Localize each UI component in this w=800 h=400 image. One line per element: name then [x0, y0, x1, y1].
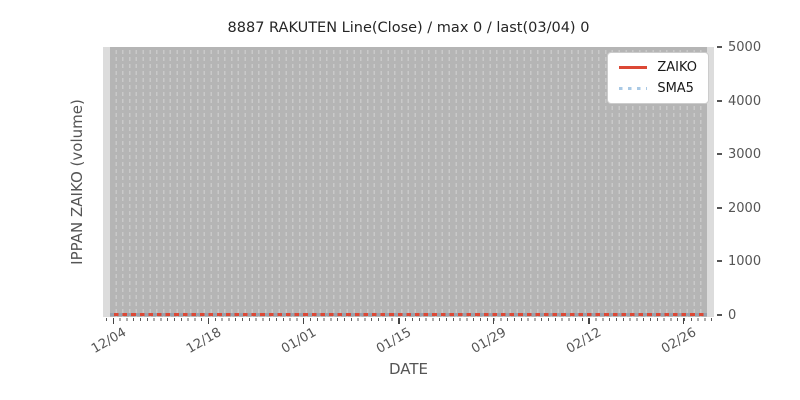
- x-tick-label: 01/29: [468, 325, 509, 357]
- y-tick-mark: [717, 206, 722, 209]
- y-tick-label: 3000: [728, 147, 762, 163]
- y-tick-mark: [717, 153, 722, 156]
- x-tick-label: 01/01: [278, 325, 319, 357]
- x-tick-label: 12/18: [184, 325, 225, 357]
- legend-item-sma5: SMA5: [619, 82, 697, 95]
- x-major-tick-mark: [302, 318, 305, 324]
- x-major-tick-mark: [208, 318, 210, 324]
- x-major-tick-mark: [682, 318, 685, 324]
- x-axis-minor-ticks: [103, 318, 714, 321]
- x-major-tick-mark: [588, 318, 590, 324]
- legend-item-zaiko: ZAIKO: [619, 61, 697, 74]
- x-tick-label: 01/15: [374, 325, 415, 357]
- y-tick-label: 1000: [728, 254, 762, 270]
- x-major-tick-mark: [398, 318, 400, 324]
- y-tick-label: 2000: [728, 200, 762, 216]
- zaiko-line-sample-icon: [619, 66, 648, 69]
- x-tick-label: 02/12: [564, 325, 605, 357]
- y-tick-label: 5000: [728, 40, 762, 55]
- x-major-tick-mark: [492, 318, 495, 324]
- x-major-tick-mark: [112, 318, 115, 324]
- y-axis: 0 1000 2000 3000 4000 5000: [714, 41, 800, 322]
- x-axis-title: DATE: [388, 360, 429, 378]
- plot-area: ZAIKO SMA5: [103, 47, 714, 317]
- legend: ZAIKO SMA5: [607, 52, 709, 104]
- y-tick-label: 4000: [728, 93, 762, 109]
- y-axis-label: IPPAN ZAIKO (volume): [68, 99, 86, 265]
- x-tick-label: 02/26: [658, 325, 699, 357]
- y-tick-mark: [717, 46, 722, 48]
- y-tick-label: 0: [728, 308, 737, 323]
- y-tick-mark: [717, 314, 722, 316]
- chart-title: 8887 RAKUTEN Line(Close) / max 0 / last(…: [227, 20, 590, 36]
- zaiko-sma5-zero-line: [110, 313, 707, 316]
- y-tick-mark: [717, 260, 722, 263]
- sma5-line-sample-icon: [619, 87, 648, 90]
- legend-label: SMA5: [657, 81, 694, 96]
- y-tick-mark: [717, 99, 722, 102]
- x-tick-label: 12/04: [88, 325, 129, 357]
- legend-label: ZAIKO: [657, 60, 697, 75]
